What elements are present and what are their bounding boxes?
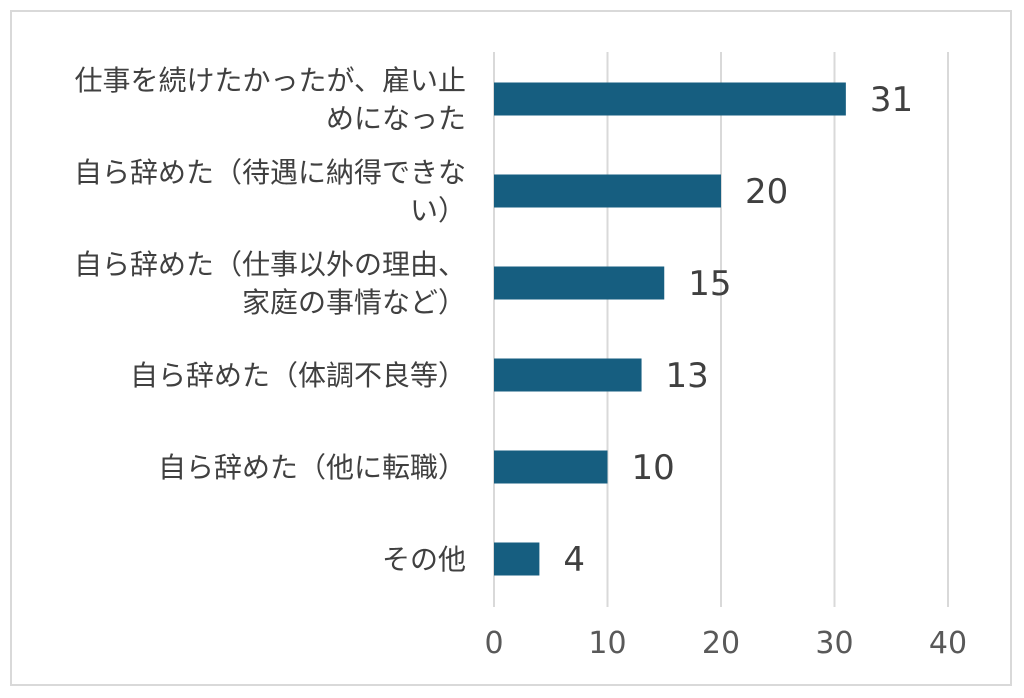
value-label-3: 13 bbox=[666, 356, 709, 396]
x-tick-label-10: 10 bbox=[588, 626, 626, 661]
bar-5 bbox=[494, 542, 540, 576]
category-label-2-line-0: 自ら辞めた（仕事以外の理由、 bbox=[74, 248, 466, 281]
category-label-0: 仕事を続けたかったが、雇い止めになった bbox=[75, 64, 466, 135]
category-label-3: 自ら辞めた（体調不良等） bbox=[130, 359, 466, 392]
x-tick-label-0: 0 bbox=[484, 626, 503, 661]
x-tick-label-20: 20 bbox=[702, 626, 740, 661]
category-label-5: その他 bbox=[382, 543, 466, 576]
value-label-0: 31 bbox=[870, 80, 913, 120]
category-label-2: 自ら辞めた（仕事以外の理由、家庭の事情など） bbox=[74, 248, 466, 319]
category-label-4-line-0: 自ら辞めた（他に転職） bbox=[158, 451, 466, 484]
gridlines bbox=[493, 52, 949, 607]
value-label-5: 4 bbox=[563, 540, 585, 580]
x-tick-labels: 0 10 20 30 40 bbox=[484, 626, 967, 661]
value-label-4: 10 bbox=[632, 448, 675, 488]
x-tick-label-40: 40 bbox=[929, 626, 967, 661]
x-tick-label-30: 30 bbox=[815, 626, 853, 661]
category-label-1-line-1: い） bbox=[410, 194, 466, 227]
bar-1 bbox=[494, 174, 721, 208]
bars bbox=[494, 82, 846, 576]
category-label-3-line-0: 自ら辞めた（体調不良等） bbox=[130, 359, 466, 392]
category-label-1-line-0: 自ら辞めた（待遇に納得できな bbox=[74, 156, 466, 189]
value-label-1: 20 bbox=[745, 172, 788, 212]
category-label-1: 自ら辞めた（待遇に納得できない） bbox=[74, 156, 466, 227]
category-label-0-line-1: めになった bbox=[326, 102, 466, 135]
value-label-2: 15 bbox=[688, 264, 731, 304]
bar-3 bbox=[494, 358, 642, 392]
category-labels: 仕事を続けたかったが、雇い止めになった自ら辞めた（待遇に納得できない）自ら辞めた… bbox=[74, 64, 466, 576]
bar-4 bbox=[494, 450, 608, 484]
category-label-0-line-0: 仕事を続けたかったが、雇い止 bbox=[75, 64, 466, 97]
value-labels: 31 20 15 13 10 4 bbox=[563, 80, 913, 580]
category-label-2-line-1: 家庭の事情など） bbox=[242, 286, 466, 319]
bar-2 bbox=[494, 266, 665, 300]
category-label-4: 自ら辞めた（他に転職） bbox=[158, 451, 466, 484]
category-label-5-line-0: その他 bbox=[382, 543, 466, 576]
bar-0 bbox=[494, 82, 846, 116]
